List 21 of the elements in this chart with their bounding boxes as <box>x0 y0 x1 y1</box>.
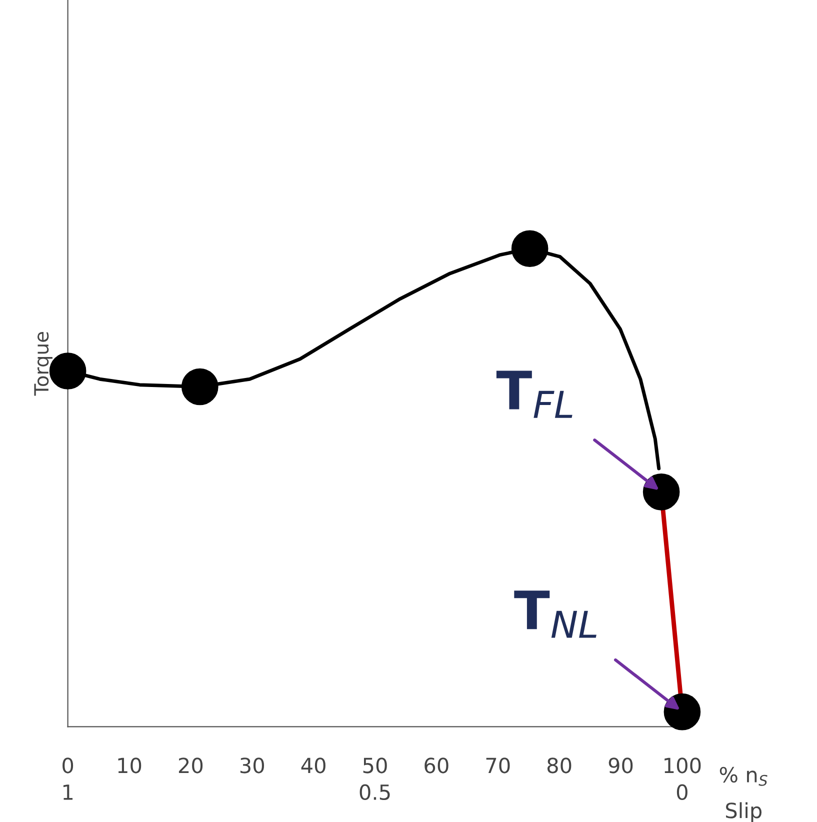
y-axis-title: Torque <box>34 332 52 396</box>
x-tick-label: 30 <box>240 758 264 774</box>
annotation: T$_{NL}$ <box>514 590 596 638</box>
x-tick-label: 90 <box>608 758 633 774</box>
x2-axis-title: Slip <box>726 802 762 822</box>
x-tick-label: 0 <box>62 758 74 774</box>
x-tick-label: 10 <box>118 758 142 774</box>
x-tick-label: 60 <box>424 758 448 774</box>
x2-tick-label: 0.5 <box>360 784 390 800</box>
x-tick-label: 80 <box>547 758 572 774</box>
x2-tick-label: 0 <box>676 784 688 800</box>
x-tick-label: 70 <box>486 758 510 774</box>
point <box>182 368 218 406</box>
x-tick-label: 100 <box>664 758 701 774</box>
x-axis-title: % n$_{S}$ <box>720 766 768 786</box>
x-tick-label: 20 <box>178 758 203 774</box>
annotation: T$_{FL}$ <box>496 370 572 418</box>
x-tick-label: 50 <box>363 758 387 774</box>
x2-tick-label: 1 <box>63 784 73 800</box>
x-tick-label: 40 <box>301 758 326 774</box>
point <box>511 230 548 267</box>
